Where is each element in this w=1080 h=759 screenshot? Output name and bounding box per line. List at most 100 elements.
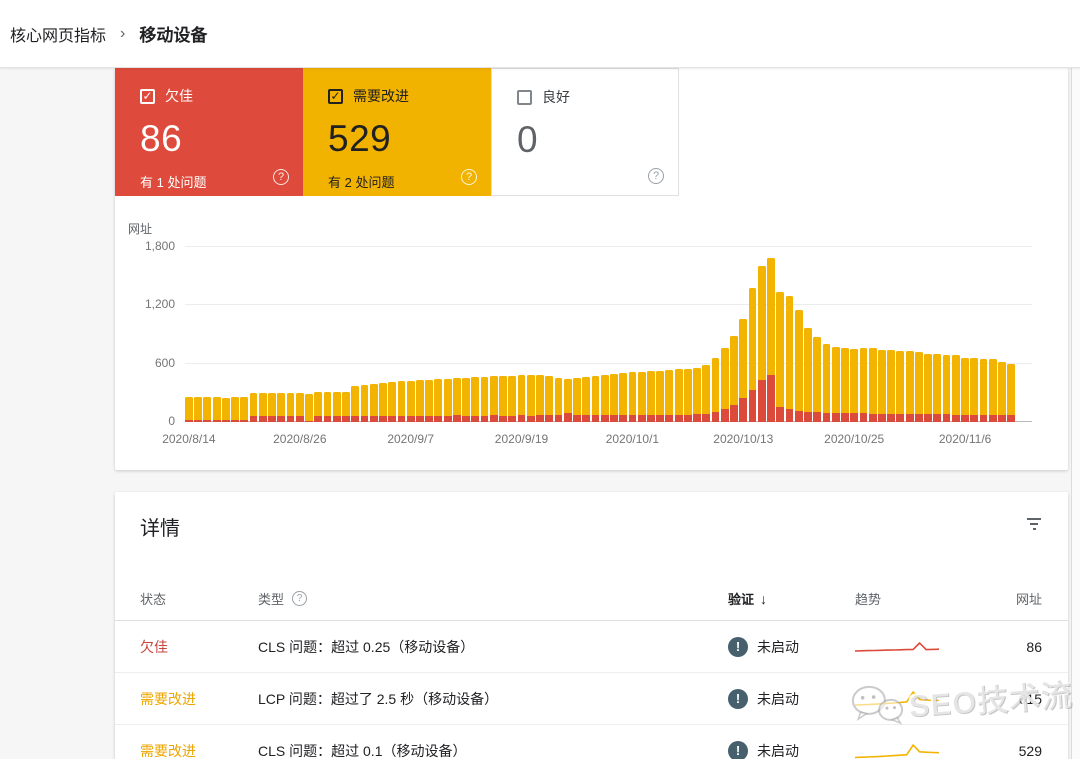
x-axis-label: 2020/11/6 — [938, 432, 992, 446]
chart-bars — [185, 247, 1032, 422]
row-status: 需要改进 — [140, 690, 196, 707]
bar — [637, 371, 646, 422]
bar — [471, 377, 480, 422]
x-axis-label: 2020/8/26 — [273, 432, 327, 446]
bar — [452, 378, 461, 422]
bar — [360, 384, 369, 422]
row-status: 欠佳 — [140, 638, 168, 655]
gridline-1800: 1,800 — [145, 239, 1032, 253]
bar — [693, 367, 701, 422]
bar — [305, 393, 313, 422]
bar — [600, 375, 609, 422]
bar — [831, 346, 840, 422]
bar — [277, 392, 286, 422]
table-row[interactable]: 需要改进 LCP 问题：超过了 2.5 秒（移动设备） ! 未启动 615 — [115, 673, 1068, 725]
table-row[interactable]: 欠佳 CLS 问题：超过 0.25（移动设备） ! 未启动 86 — [115, 621, 1068, 673]
breadcrumb-parent[interactable]: 核心网页指标 — [10, 27, 107, 45]
bar — [961, 357, 969, 422]
bar — [194, 397, 203, 422]
card-poor-value: 86 — [140, 118, 183, 159]
filter-icon[interactable] — [1026, 518, 1042, 530]
bar — [231, 397, 239, 422]
bar — [185, 397, 193, 422]
bar — [942, 354, 951, 422]
bar — [730, 335, 738, 422]
bar — [683, 368, 692, 422]
not-started-icon: ! — [728, 688, 748, 709]
not-started-icon: ! — [728, 740, 748, 759]
bar — [480, 376, 489, 422]
x-axis-label: 2020/9/7 — [387, 432, 435, 446]
bar — [258, 392, 267, 422]
card-poor[interactable]: ✓ 欠佳 86 有 1 处问题 ? — [115, 68, 303, 196]
bar — [970, 358, 979, 422]
column-header-type[interactable]: 类型 ? — [258, 589, 728, 608]
bar — [776, 291, 785, 422]
gridline-1200: 1,200 — [145, 297, 1032, 311]
column-header-urls[interactable]: 网址 — [1015, 592, 1042, 607]
details-panel: 详情 状态 类型 ? 验证 ↓ 趋势 网址 欠佳 CLS 问题：超过 0.25（… — [115, 492, 1068, 759]
bar — [748, 287, 757, 422]
bar — [924, 353, 932, 422]
bar — [573, 378, 581, 422]
help-icon[interactable]: ? — [648, 168, 664, 184]
bar — [388, 382, 397, 422]
bar — [582, 377, 591, 422]
bar — [1007, 363, 1016, 422]
bar — [379, 382, 387, 422]
bar — [443, 378, 452, 422]
help-icon[interactable]: ? — [273, 169, 289, 185]
bar — [240, 397, 249, 422]
row-validation: ! 未启动 — [728, 740, 855, 759]
bar — [397, 381, 406, 422]
bar — [647, 371, 655, 422]
bar — [804, 328, 812, 422]
card-good-value: 0 — [517, 119, 539, 160]
chart-plot-area: 1,800 1,200 600 0 — [145, 239, 1032, 428]
breadcrumb-current: 移动设备 — [139, 26, 208, 45]
bar — [508, 375, 517, 422]
bar — [203, 397, 212, 422]
column-header-status[interactable]: 状态 — [140, 592, 167, 607]
row-validation: ! 未启动 — [728, 688, 855, 709]
bar — [406, 380, 415, 422]
bar — [665, 369, 674, 422]
card-needs-improvement-value: 529 — [328, 118, 392, 159]
bar — [314, 392, 323, 422]
x-axis-label: 2020/10/13 — [713, 432, 774, 446]
needs-improvement-checkbox[interactable]: ✓ — [328, 88, 343, 104]
bar — [850, 348, 859, 422]
card-good-label: 良好 — [542, 89, 570, 105]
trend-sparkline — [855, 739, 970, 759]
bar — [988, 359, 997, 422]
bar — [286, 392, 295, 422]
bar — [711, 357, 720, 422]
urls-over-time-chart: 网址 1,800 1,200 600 0 2020/8/14 2020/8/26 2… — [115, 196, 1068, 470]
scrollbar-gutter[interactable] — [1072, 0, 1080, 759]
bar — [619, 373, 628, 422]
help-icon[interactable]: ? — [461, 169, 477, 185]
bar — [878, 349, 886, 422]
bar — [416, 380, 424, 422]
bar — [332, 391, 341, 422]
column-header-validation[interactable]: 验证 ↓ — [728, 590, 768, 608]
good-checkbox[interactable] — [517, 89, 532, 105]
row-issue-type: CLS 问题：超过 0.25（移动设备） — [258, 638, 475, 655]
bar — [998, 361, 1006, 422]
bar — [813, 337, 822, 422]
check-icon: ✓ — [330, 89, 341, 103]
card-needs-improvement-label: 需要改进 — [353, 88, 409, 104]
card-needs-improvement[interactable]: ✓ 需要改进 529 有 2 处问题 ? — [303, 68, 491, 196]
help-icon[interactable]: ? — [292, 591, 308, 606]
poor-checkbox[interactable]: ✓ — [140, 88, 155, 104]
table-row[interactable]: 需要改进 CLS 问题：超过 0.1（移动设备） ! 未启动 529 — [115, 725, 1068, 759]
card-good[interactable]: 良好 0 ? — [491, 68, 679, 196]
bar — [757, 265, 766, 422]
row-issue-type: LCP 问题：超过了 2.5 秒（移动设备） — [258, 690, 499, 707]
column-header-trend[interactable]: 趋势 — [855, 592, 882, 607]
row-validation: ! 未启动 — [728, 636, 855, 657]
not-started-icon: ! — [728, 636, 748, 657]
bar — [342, 391, 350, 422]
bar — [841, 348, 849, 422]
card-poor-note: 有 1 处问题 — [140, 175, 207, 190]
